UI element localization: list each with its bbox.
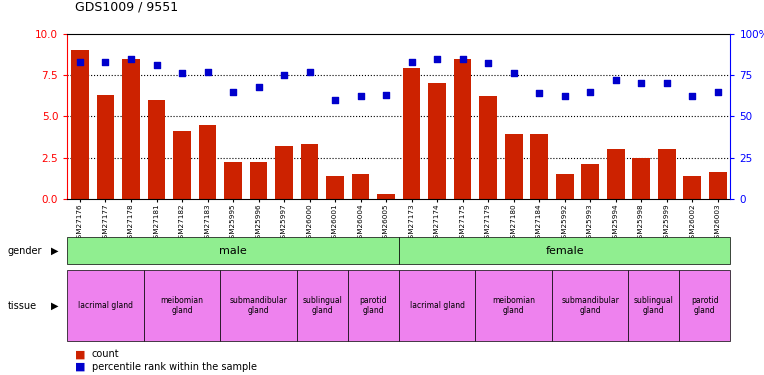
Text: sublingual
gland: sublingual gland bbox=[634, 296, 674, 315]
Text: gender: gender bbox=[8, 246, 42, 256]
Point bbox=[329, 97, 342, 103]
Bar bbox=[683, 176, 701, 199]
Bar bbox=[377, 194, 395, 199]
Bar bbox=[96, 95, 115, 199]
Bar bbox=[275, 146, 293, 199]
Text: parotid
gland: parotid gland bbox=[691, 296, 719, 315]
Bar bbox=[555, 174, 574, 199]
Bar bbox=[199, 124, 216, 199]
Bar bbox=[71, 50, 89, 199]
Point bbox=[533, 90, 545, 96]
Point bbox=[610, 77, 622, 83]
Point bbox=[252, 84, 264, 90]
Point bbox=[125, 56, 137, 62]
Point bbox=[661, 80, 673, 86]
Bar bbox=[147, 100, 166, 199]
Point bbox=[406, 59, 418, 65]
Bar bbox=[581, 164, 599, 199]
Bar bbox=[658, 149, 675, 199]
Point bbox=[507, 70, 520, 76]
Point bbox=[99, 59, 112, 65]
Text: lacrimal gland: lacrimal gland bbox=[410, 301, 465, 310]
Bar bbox=[428, 83, 446, 199]
Bar bbox=[300, 144, 319, 199]
Text: submandibular
gland: submandibular gland bbox=[230, 296, 287, 315]
Text: submandibular
gland: submandibular gland bbox=[562, 296, 619, 315]
Point bbox=[686, 93, 698, 99]
Point bbox=[558, 93, 571, 99]
Text: count: count bbox=[92, 350, 119, 359]
Text: sublingual
gland: sublingual gland bbox=[303, 296, 342, 315]
Bar bbox=[479, 96, 497, 199]
Text: GDS1009 / 9551: GDS1009 / 9551 bbox=[75, 0, 178, 13]
Point bbox=[354, 93, 367, 99]
Point bbox=[74, 59, 86, 65]
Text: male: male bbox=[219, 246, 247, 256]
Point bbox=[202, 69, 214, 75]
Bar bbox=[351, 174, 370, 199]
Text: meibomian
gland: meibomian gland bbox=[492, 296, 535, 315]
Text: ■: ■ bbox=[75, 362, 86, 372]
Point bbox=[482, 60, 494, 66]
Point bbox=[278, 72, 290, 78]
Point bbox=[456, 56, 468, 62]
Bar bbox=[326, 176, 344, 199]
Bar bbox=[454, 58, 471, 199]
Point bbox=[431, 56, 443, 62]
Text: ▶: ▶ bbox=[51, 246, 59, 256]
Point bbox=[176, 70, 188, 76]
Bar bbox=[173, 131, 191, 199]
Point bbox=[151, 62, 163, 68]
Point bbox=[635, 80, 647, 86]
Text: meibomian
gland: meibomian gland bbox=[160, 296, 203, 315]
Text: ■: ■ bbox=[75, 350, 86, 359]
Bar bbox=[505, 134, 523, 199]
Text: lacrimal gland: lacrimal gland bbox=[78, 301, 133, 310]
Text: ▶: ▶ bbox=[51, 301, 59, 310]
Point bbox=[303, 69, 316, 75]
Bar bbox=[530, 134, 548, 199]
Bar bbox=[709, 172, 727, 199]
Text: parotid
gland: parotid gland bbox=[360, 296, 387, 315]
Point bbox=[380, 92, 392, 98]
Point bbox=[584, 88, 596, 94]
Bar bbox=[224, 162, 242, 199]
Bar bbox=[122, 58, 140, 199]
Text: female: female bbox=[545, 246, 584, 256]
Bar bbox=[632, 158, 650, 199]
Point bbox=[227, 88, 239, 94]
Text: tissue: tissue bbox=[8, 301, 37, 310]
Text: percentile rank within the sample: percentile rank within the sample bbox=[92, 362, 257, 372]
Bar bbox=[607, 149, 624, 199]
Bar bbox=[403, 68, 420, 199]
Bar bbox=[250, 162, 267, 199]
Point bbox=[711, 88, 724, 94]
